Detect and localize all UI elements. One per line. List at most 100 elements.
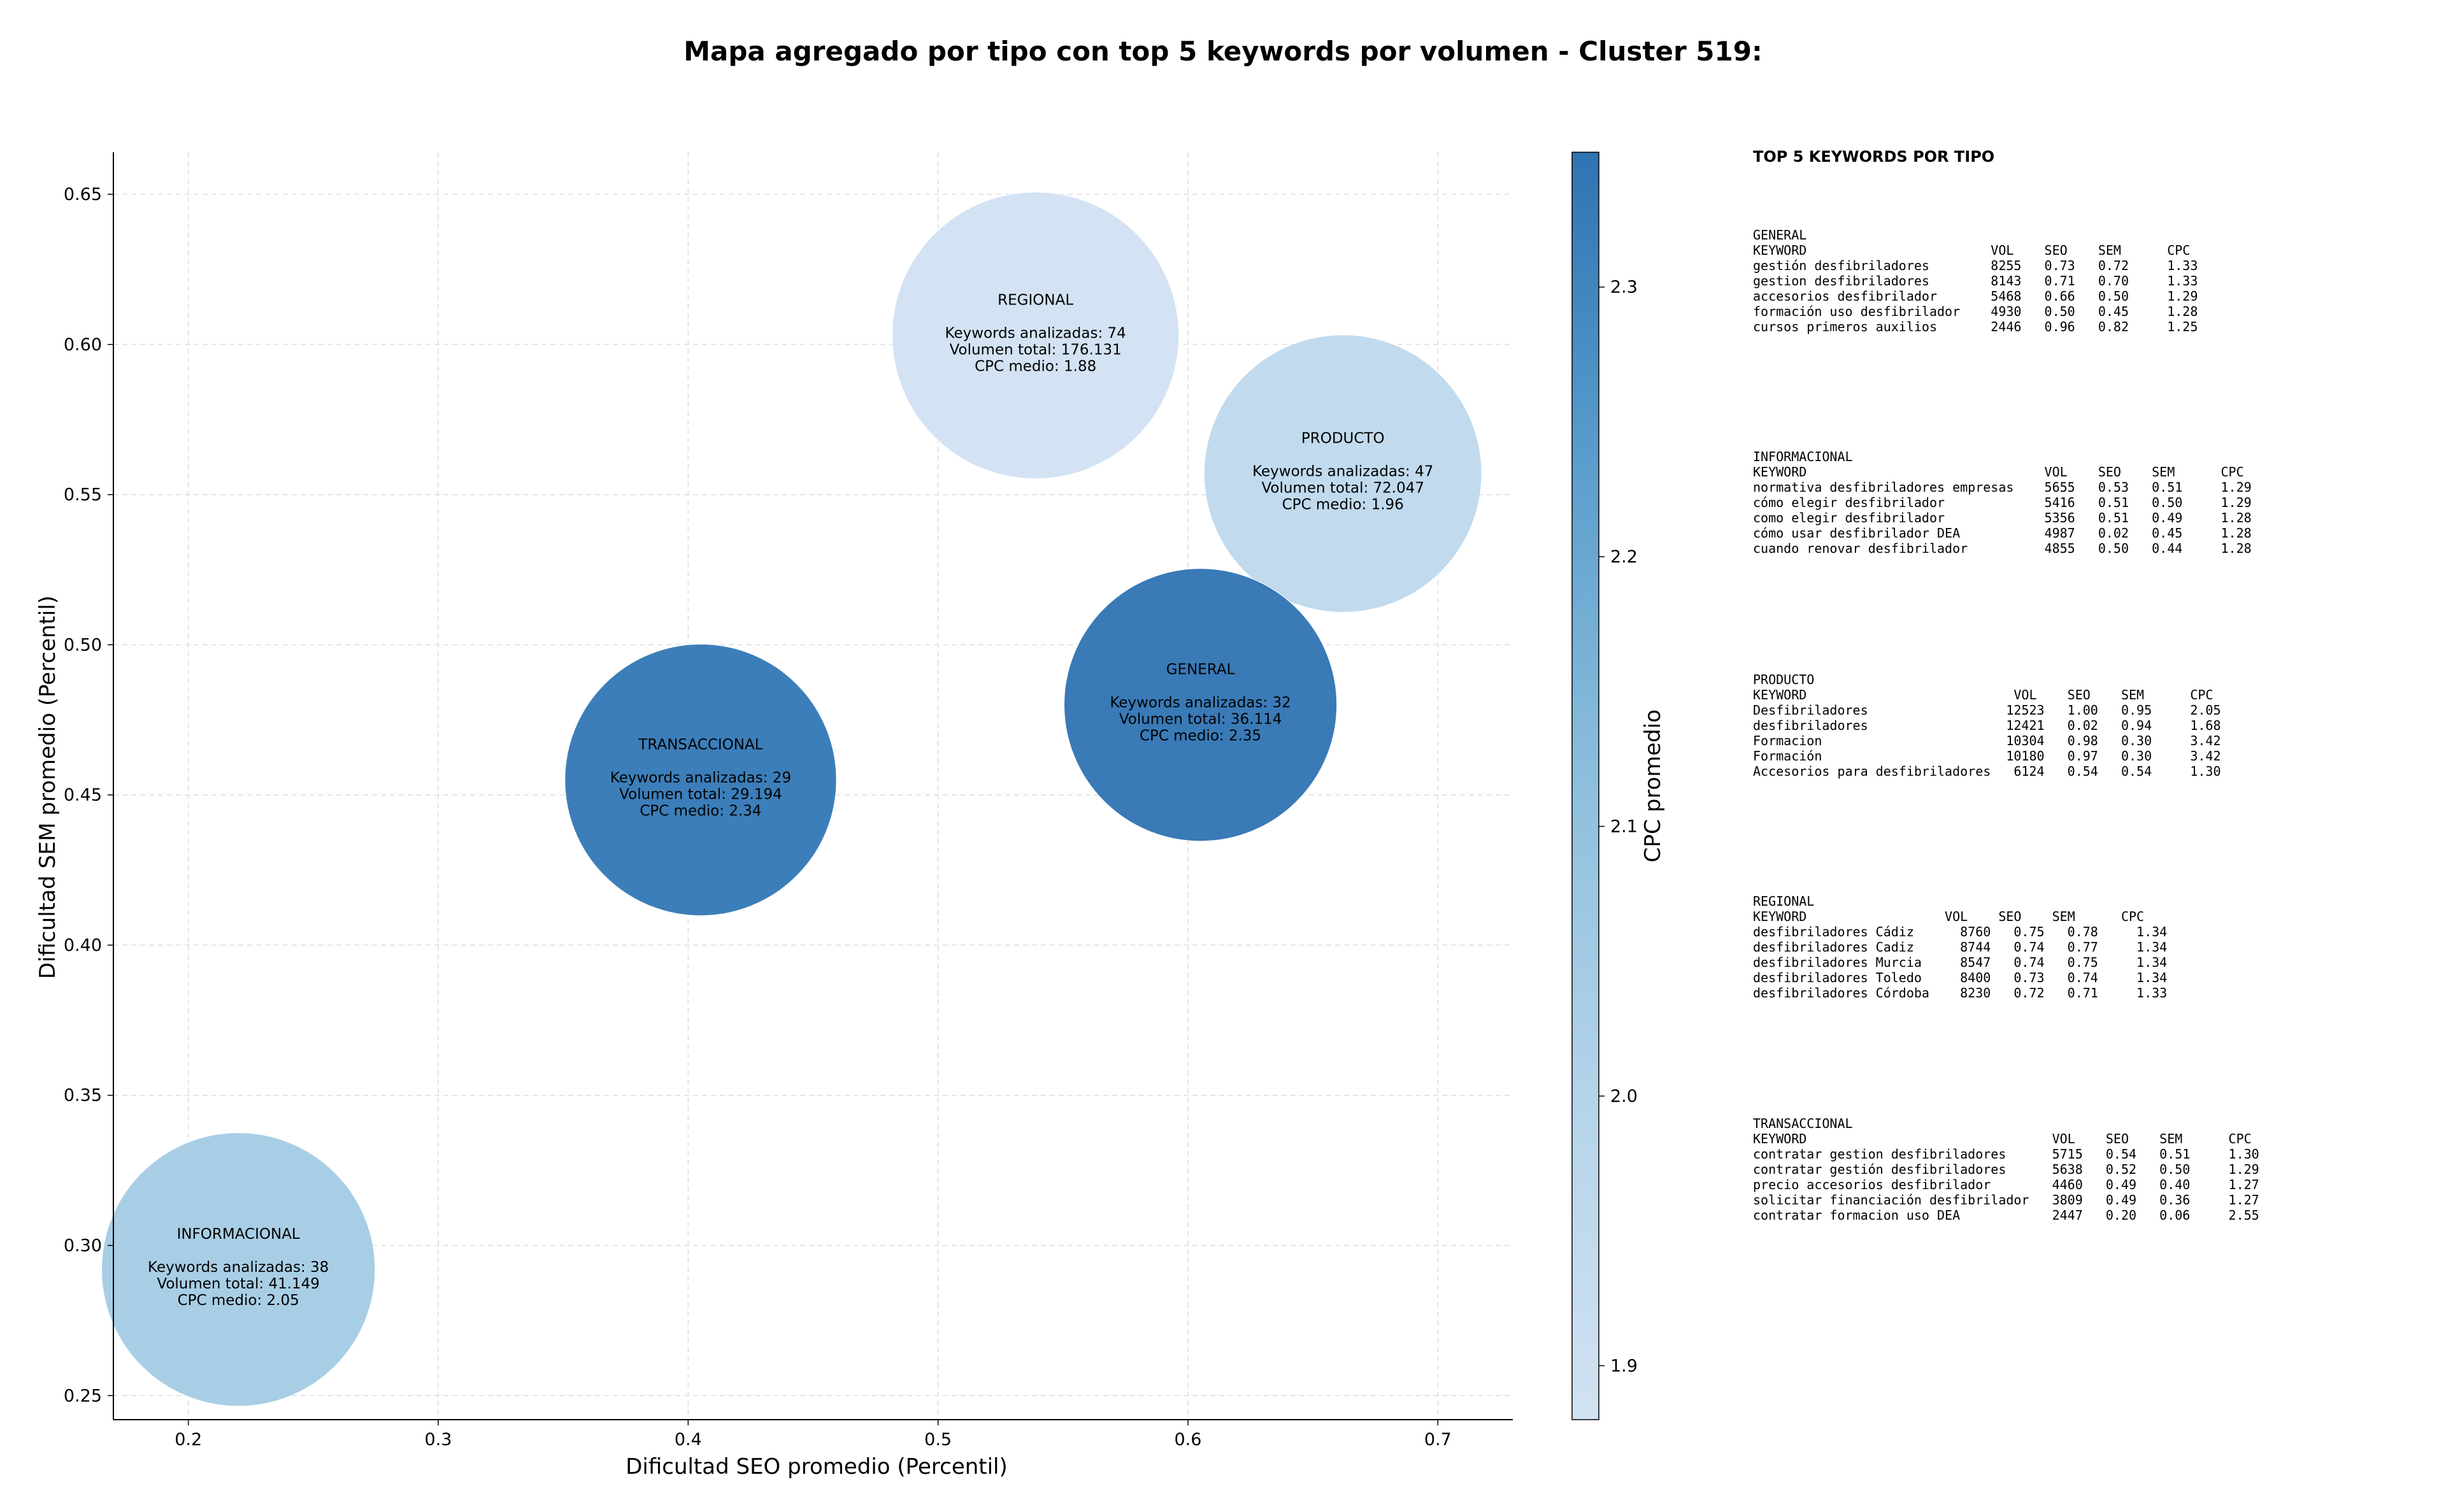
- keyword-row: contratar gestión desfibriladores 5638 0…: [1753, 1162, 2259, 1177]
- keyword-table-header: KEYWORD VOL SEO SEM CPC: [1753, 243, 2191, 258]
- keyword-group-informacional: INFORMACIONAL KEYWORD VOL SEO SEM CPC norm…: [1753, 449, 2252, 556]
- keyword-row: contratar gestion desfibriladores 5715 0…: [1753, 1146, 2259, 1162]
- bubble-volume: Volumen total: 72.047: [1261, 480, 1424, 497]
- keyword-row: gestion desfibriladores 8143 0.71 0.70 1…: [1753, 273, 2198, 289]
- y-tick-label: 0.25: [64, 1386, 102, 1406]
- colorbar-label: CPC promedio: [1640, 710, 1666, 862]
- keyword-row: Formacion 10304 0.98 0.30 3.42: [1753, 733, 2221, 748]
- bubble-label: TRANSACCIONAL: [638, 737, 762, 753]
- keyword-group-regional: REGIONAL KEYWORD VOL SEO SEM CPC desfibril…: [1753, 894, 2167, 1001]
- chart-title: Mapa agregado por tipo con top 5 keyword…: [683, 36, 1763, 67]
- keyword-group-transaccional: TRANSACCIONAL KEYWORD VOL SEO SEM CPC cont…: [1753, 1116, 2259, 1223]
- bubble-circle: [1203, 334, 1482, 613]
- colorbar-tick-label: 1.9: [1610, 1356, 1638, 1376]
- keyword-row: desfibriladores 12421 0.02 0.94 1.68: [1753, 718, 2221, 733]
- bubble-keywords-count: Keywords analizadas: 38: [148, 1259, 329, 1276]
- keyword-group-name: PRODUCTO: [1753, 672, 1815, 687]
- bubble-volume: Volumen total: 176.131: [950, 342, 1122, 359]
- bubble-volume: Volumen total: 36.114: [1119, 711, 1282, 728]
- x-axis-label: Dificultad SEO promedio (Percentil): [626, 1454, 1008, 1480]
- bubble-label: INFORMACIONAL: [177, 1226, 300, 1243]
- bubble-volume: Volumen total: 29.194: [619, 787, 782, 803]
- keyword-row: desfibriladores Cadiz 8744 0.74 0.77 1.3…: [1753, 939, 2168, 955]
- keyword-table-header: KEYWORD VOL SEO SEM CPC: [1753, 687, 2214, 703]
- keyword-row: solicitar financiación desfibrilador 380…: [1753, 1192, 2259, 1208]
- bubble-circle: [101, 1132, 376, 1407]
- keyword-row: cómo elegir desfibrilador 5416 0.51 0.50…: [1753, 495, 2252, 510]
- colorbar-tick-label: 2.0: [1610, 1087, 1638, 1106]
- bubble-cpc: CPC medio: 1.96: [1282, 497, 1404, 513]
- keyword-row: precio accesorios desfibrilador 4460 0.4…: [1753, 1177, 2259, 1192]
- x-tick-label: 0.3: [425, 1430, 452, 1450]
- x-tick-label: 0.7: [1424, 1430, 1452, 1450]
- keyword-row: Desfibriladores 12523 1.00 0.95 2.05: [1753, 703, 2221, 718]
- bubble-cpc: CPC medio: 2.34: [640, 803, 761, 820]
- bubble-keywords-count: Keywords analizadas: 29: [610, 770, 791, 787]
- keyword-table-header: KEYWORD VOL SEO SEM CPC: [1753, 1131, 2252, 1146]
- keyword-row: como elegir desfibrilador 5356 0.51 0.49…: [1753, 510, 2252, 525]
- bubble-keywords-count: Keywords analizadas: 32: [1110, 695, 1291, 711]
- keyword-group-name: TRANSACCIONAL: [1753, 1116, 1853, 1131]
- colorbar-tick-label: 2.2: [1610, 547, 1638, 567]
- keyword-row: Formación 10180 0.97 0.30 3.42: [1753, 748, 2221, 764]
- bubble-label: PRODUCTO: [1301, 431, 1385, 447]
- keyword-group-name: REGIONAL: [1753, 894, 1815, 909]
- keyword-row: desfibriladores Cádiz 8760 0.75 0.78 1.3…: [1753, 924, 2168, 939]
- keyword-row: cursos primeros auxilios 2446 0.96 0.82 …: [1753, 319, 2198, 334]
- colorbar-gradient: [1571, 152, 1599, 1420]
- x-tick-label: 0.6: [1175, 1430, 1202, 1450]
- keywords-panel-title: TOP 5 KEYWORDS POR TIPO: [1753, 148, 1995, 166]
- bubble-informacional: INFORMACIONAL Keywords analizadas: 38Volu…: [101, 1132, 376, 1407]
- bubble-cpc: CPC medio: 2.35: [1140, 728, 1261, 745]
- y-tick-label: 0.30: [64, 1236, 102, 1255]
- y-tick-label: 0.55: [64, 485, 102, 505]
- bubble-keywords-count: Keywords analizadas: 74: [945, 325, 1126, 342]
- bubble-circle: [1064, 568, 1338, 842]
- keyword-row: accesorios desfibrilador 5468 0.66 0.50 …: [1753, 289, 2198, 304]
- colorbar-tick-label: 2.3: [1610, 278, 1638, 297]
- y-tick-label: 0.50: [64, 635, 102, 655]
- keyword-row: normativa desfibriladores empresas 5655 …: [1753, 480, 2252, 495]
- bubble-label: REGIONAL: [998, 292, 1073, 309]
- keyword-row: contratar formacion uso DEA 2447 0.20 0.…: [1753, 1208, 2259, 1223]
- bubble-transaccional: TRANSACCIONAL Keywords analizadas: 29Volu…: [564, 643, 837, 916]
- keyword-row: desfibriladores Murcia 8547 0.74 0.75 1.…: [1753, 955, 2168, 970]
- x-tick-label: 0.4: [675, 1430, 702, 1450]
- colorbar: 1.9 2.0 2.1 2.2 2.3 CPC promedio: [1571, 152, 1666, 1420]
- bubble-volume: Volumen total: 41.149: [157, 1276, 320, 1292]
- bubble-circle: [564, 643, 837, 916]
- x-tick-label: 0.5: [924, 1430, 952, 1450]
- keyword-table-header: KEYWORD VOL SEO SEM CPC: [1753, 909, 2145, 924]
- x-tick-label: 0.2: [175, 1430, 202, 1450]
- y-tick-label: 0.60: [64, 335, 102, 355]
- y-axis-label: Dificultad SEM promedio (Percentil): [35, 596, 61, 979]
- keyword-row: cuando renovar desfibrilador 4855 0.50 0…: [1753, 541, 2252, 556]
- y-tick-label: 0.65: [64, 185, 102, 204]
- y-tick-label: 0.35: [64, 1086, 102, 1106]
- axes: 0.2 0.3 0.4 0.5 0.6 0.7 0.25 0.30 0.35 0.40 0.45 0.…: [64, 152, 1513, 1450]
- keyword-group-producto: PRODUCTO KEYWORD VOL SEO SEM CPC Desfibril…: [1753, 672, 2221, 779]
- keyword-group-general: GENERAL KEYWORD VOL SEO SEM CPC gestión de…: [1753, 227, 2198, 334]
- bubble-keywords-count: Keywords analizadas: 47: [1252, 464, 1433, 480]
- keyword-table-header: KEYWORD VOL SEO SEM CPC: [1753, 464, 2244, 480]
- keyword-row: cómo usar desfibrilador DEA 4987 0.02 0.…: [1753, 525, 2252, 541]
- keyword-row: desfibriladores Córdoba 8230 0.72 0.71 1…: [1753, 985, 2168, 1001]
- bubble-label: GENERAL: [1166, 662, 1235, 678]
- bubble-cpc: CPC medio: 2.05: [178, 1292, 299, 1309]
- y-tick-label: 0.40: [64, 936, 102, 955]
- y-tick-label: 0.45: [64, 785, 102, 805]
- keyword-row: formación uso desfibrilador 4930 0.50 0.…: [1753, 304, 2198, 319]
- bubble-circle: [892, 192, 1180, 480]
- bubble-cpc: CPC medio: 1.88: [975, 359, 1096, 375]
- colorbar-tick-label: 2.1: [1610, 817, 1638, 837]
- keyword-group-name: INFORMACIONAL: [1753, 449, 1853, 464]
- keyword-row: desfibriladores Toledo 8400 0.73 0.74 1.…: [1753, 970, 2168, 985]
- keyword-row: gestión desfibriladores 8255 0.73 0.72 1…: [1753, 258, 2198, 273]
- keyword-row: Accesorios para desfibriladores 6124 0.5…: [1753, 764, 2221, 779]
- keyword-group-name: GENERAL: [1753, 227, 1807, 243]
